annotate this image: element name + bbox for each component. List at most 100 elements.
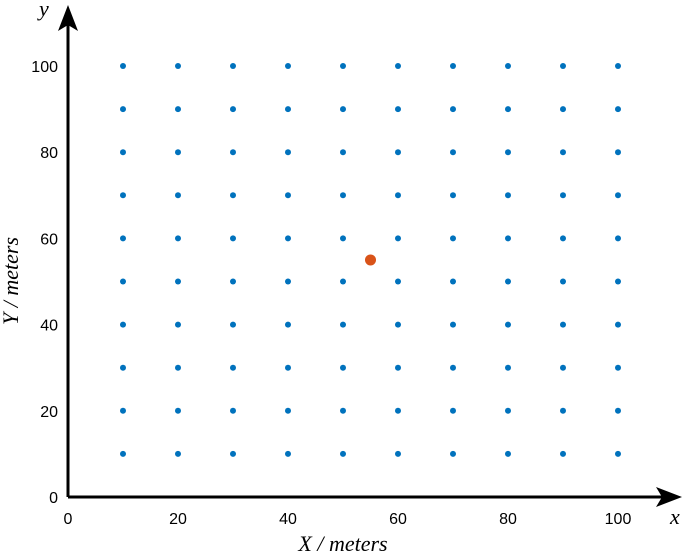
grid-point: [120, 450, 126, 457]
grid-point: [175, 450, 181, 457]
y-axis-title: Y / meters: [0, 237, 23, 325]
grid-point: [615, 63, 621, 69]
grid-point: [230, 321, 236, 328]
grid-point: [560, 106, 566, 113]
grid-point: [340, 321, 346, 328]
grid-point: [395, 235, 401, 242]
grid-point: [560, 278, 566, 285]
grid-point: [230, 149, 236, 156]
grid-point: [395, 63, 401, 69]
grid-point: [450, 364, 456, 371]
x-axis-arrow-label: x: [669, 504, 680, 529]
y-axis-arrowhead: [58, 5, 78, 31]
grid-point: [505, 407, 511, 414]
grid-point: [395, 407, 401, 414]
grid-point: [230, 278, 236, 285]
grid-point: [120, 63, 126, 69]
grid-point: [615, 106, 621, 113]
grid-point: [450, 450, 456, 457]
grid-point: [230, 63, 236, 69]
grid-point: [450, 63, 456, 69]
grid-point: [175, 278, 181, 285]
data-points: [120, 63, 621, 457]
grid-point: [340, 364, 346, 371]
grid-point: [505, 106, 511, 113]
grid-point: [230, 450, 236, 457]
grid-point: [230, 407, 236, 414]
grid-point: [505, 450, 511, 457]
x-tick-label: 80: [499, 511, 517, 528]
grid-point: [175, 235, 181, 242]
grid-point: [285, 63, 291, 69]
grid-point: [285, 321, 291, 328]
grid-point: [285, 450, 291, 457]
grid-point: [120, 278, 126, 285]
grid-point: [340, 235, 346, 242]
grid-point: [395, 192, 401, 199]
grid-point: [395, 364, 401, 371]
grid-point: [120, 192, 126, 199]
grid-point: [505, 149, 511, 156]
grid-point: [175, 192, 181, 199]
grid-point: [615, 407, 621, 414]
grid-point: [615, 149, 621, 156]
grid-point: [340, 192, 346, 199]
highlight-point: [365, 254, 376, 266]
grid-point: [340, 63, 346, 69]
grid-point: [230, 364, 236, 371]
grid-point: [120, 149, 126, 156]
y-tick-label: 100: [31, 59, 58, 76]
grid-point: [450, 106, 456, 113]
grid-point: [285, 278, 291, 285]
grid-point: [340, 149, 346, 156]
grid-point: [395, 106, 401, 113]
grid-point: [560, 192, 566, 199]
grid-point: [505, 278, 511, 285]
x-tick-label: 100: [605, 511, 632, 528]
grid-point: [615, 278, 621, 285]
x-tick-label: 20: [169, 511, 187, 528]
grid-point: [340, 450, 346, 457]
grid-point: [450, 192, 456, 199]
grid-point: [285, 364, 291, 371]
grid-point: [450, 321, 456, 328]
grid-point: [120, 321, 126, 328]
x-axis-title: X / meters: [297, 531, 387, 553]
grid-point: [615, 321, 621, 328]
axis-ticks: 0 20 40 60 80 100 0 20 40 60 80 100: [31, 59, 631, 528]
grid-point: [505, 321, 511, 328]
grid-point: [285, 407, 291, 414]
grid-point: [175, 364, 181, 371]
grid-point: [560, 235, 566, 242]
grid-point: [175, 106, 181, 113]
grid-point: [230, 192, 236, 199]
grid-point: [230, 106, 236, 113]
grid-point: [615, 364, 621, 371]
x-tick-label: 40: [279, 511, 297, 528]
grid-point: [615, 235, 621, 242]
x-axis-arrowhead: [656, 487, 682, 507]
grid-point: [450, 278, 456, 285]
grid-point: [395, 321, 401, 328]
grid-point: [175, 149, 181, 156]
grid-point: [340, 407, 346, 414]
grid-point: [175, 321, 181, 328]
grid-point: [175, 63, 181, 69]
grid-point: [340, 278, 346, 285]
grid-point: [285, 192, 291, 199]
y-tick-label: 60: [40, 231, 58, 248]
grid-point: [505, 192, 511, 199]
x-tick-label: 0: [64, 511, 73, 528]
grid-point: [560, 364, 566, 371]
grid-point: [230, 235, 236, 242]
grid-point: [505, 364, 511, 371]
grid-point: [175, 407, 181, 414]
grid-point: [615, 450, 621, 457]
grid-point: [560, 407, 566, 414]
grid-point: [285, 149, 291, 156]
y-tick-label: 20: [40, 404, 58, 421]
grid-point: [615, 192, 621, 199]
x-tick-label: 60: [389, 511, 407, 528]
grid-point: [560, 321, 566, 328]
